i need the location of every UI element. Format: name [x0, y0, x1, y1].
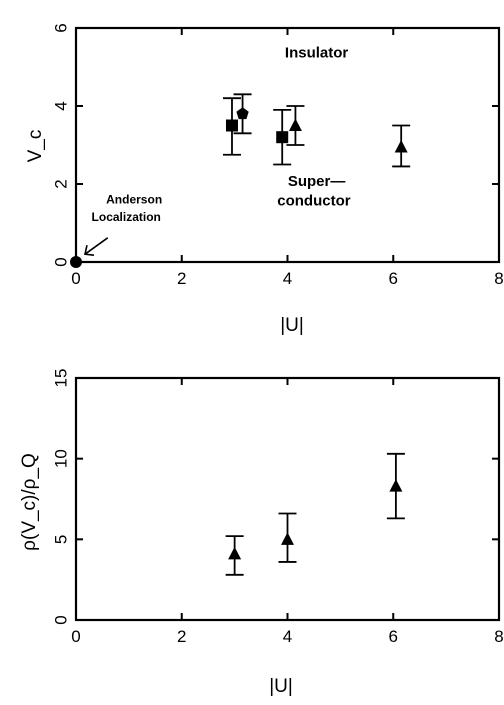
y-tick-label: 10: [51, 449, 70, 468]
y-tick-label: 15: [51, 369, 70, 388]
x-tick-label: 2: [177, 269, 186, 288]
annotation-conductor: conductor: [277, 192, 350, 209]
x-tick-label: 4: [283, 269, 292, 288]
x-tick-label: 0: [71, 627, 80, 646]
y-tick-label: 2: [51, 179, 70, 188]
annotation-arrow-head: [84, 245, 95, 256]
y-tick-label: 4: [51, 101, 70, 110]
y-tick-label: 0: [51, 257, 70, 266]
panel-2: 0 2 4 6 8 0 5 10 15 |U| ρ(V_c)/ρ_Q: [19, 369, 504, 697]
x-axis-label: |U|: [280, 315, 304, 336]
data-point-triangle: [281, 532, 294, 545]
data-point-triangle: [389, 479, 403, 492]
x-tick-label: 6: [389, 269, 398, 288]
annotation-anderson: Anderson: [106, 193, 162, 207]
plot-frame: [74, 376, 501, 622]
x-tick-label: 6: [389, 627, 398, 646]
x-tick-label: 8: [494, 269, 503, 288]
annotation-insulator: Insulator: [285, 44, 349, 61]
y-axis-label: V_c: [25, 130, 46, 163]
data-point-triangle: [228, 546, 242, 560]
y-tick-label: 6: [51, 23, 70, 32]
data-point-triangle: [288, 118, 302, 131]
data-point-circle: [70, 256, 82, 268]
x-tick-label: 4: [283, 627, 292, 646]
annotation-localization: Localization: [92, 210, 161, 224]
x-tick-label: 8: [494, 627, 503, 646]
y-tick-label: 5: [51, 535, 70, 544]
data-point-square: [225, 119, 238, 132]
y-axis-label: ρ(V_c)/ρ_Q: [19, 453, 40, 551]
data-point-triangle: [394, 139, 408, 153]
x-tick-label: 2: [177, 627, 186, 646]
data-point-square: [276, 131, 289, 144]
y-tick-label: 0: [51, 615, 70, 624]
x-axis-label: |U|: [269, 676, 293, 697]
x-tick-label: 0: [71, 269, 80, 288]
panel-1: 0 2 4 6 8 0 2 4 6 |U| V_c Insulator Super— conductor A…: [25, 23, 504, 336]
annotation-super: Super—: [288, 173, 346, 190]
annotation-arrow-shaft: [84, 237, 109, 255]
data-point-pentagon: [236, 107, 249, 120]
